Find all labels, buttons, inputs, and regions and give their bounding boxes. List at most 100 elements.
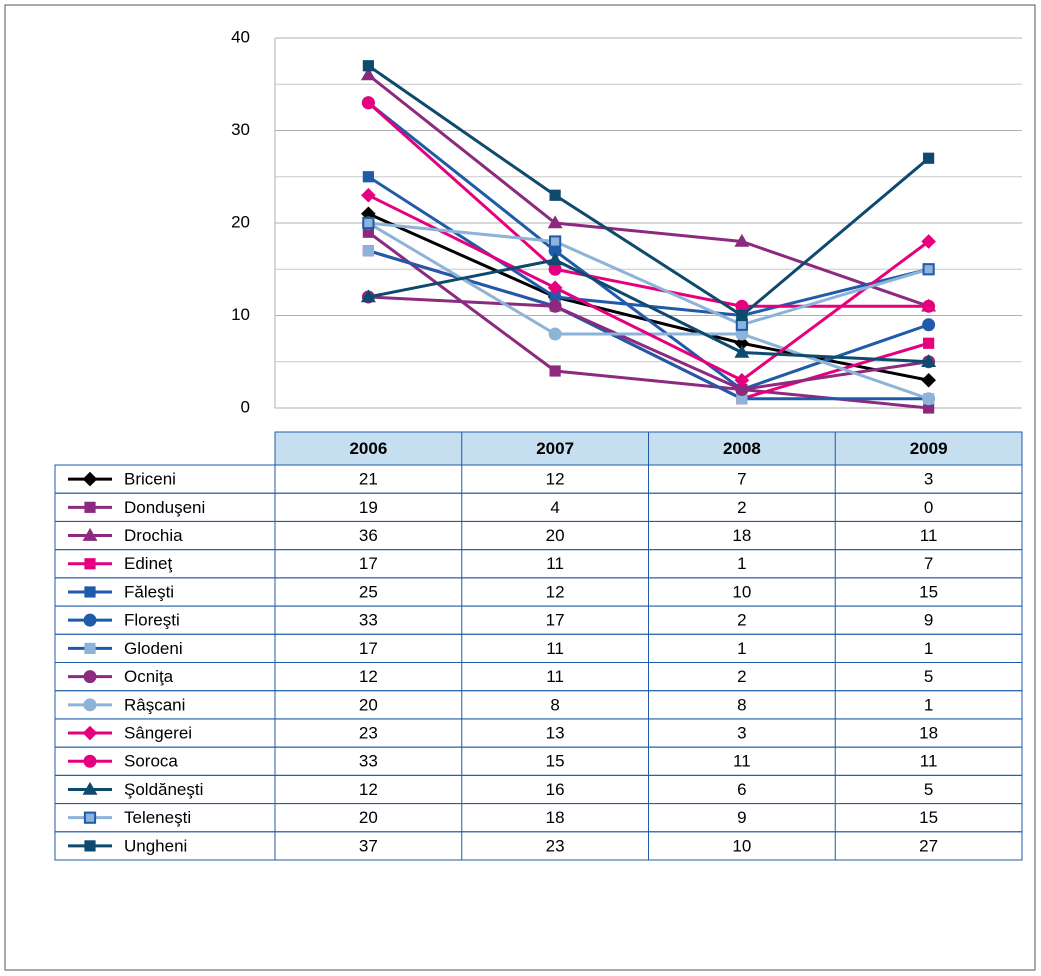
table-cell: 4	[550, 498, 559, 517]
marker	[549, 365, 561, 377]
marker	[83, 754, 97, 768]
table-cell: 3	[924, 470, 933, 489]
table-cell: 20	[359, 695, 378, 714]
legend-label: Edineţ	[124, 554, 172, 573]
table-cell: 2	[737, 611, 746, 630]
marker	[736, 309, 748, 322]
table-cell: 37	[359, 836, 378, 855]
marker	[360, 289, 376, 303]
table-cell: 19	[359, 498, 378, 517]
legend-label: Sângerei	[124, 724, 192, 743]
table-cell: 15	[919, 808, 938, 827]
table-cell: 13	[546, 724, 565, 743]
marker	[547, 215, 563, 229]
marker	[547, 252, 563, 266]
marker	[82, 781, 98, 795]
table-cell: 17	[359, 554, 378, 573]
marker	[549, 189, 561, 201]
table-cell: 1	[924, 695, 933, 714]
table-cell: 21	[359, 470, 378, 489]
legend-label: Floreşti	[124, 611, 180, 630]
y-tick-label: 40	[231, 27, 250, 46]
table-cell: 12	[359, 667, 378, 686]
table-cell: 25	[359, 582, 378, 601]
table-cell: 9	[737, 808, 746, 827]
marker	[923, 337, 935, 349]
table-cell: 8	[550, 695, 559, 714]
marker	[83, 698, 97, 712]
table-cell: 2	[737, 498, 746, 517]
table-cell: 1	[924, 639, 933, 658]
table-cell: 36	[359, 526, 378, 545]
marker	[922, 318, 936, 332]
legend-label: Ocniţa	[124, 667, 174, 686]
table-cell: 33	[359, 611, 378, 630]
marker	[82, 527, 98, 541]
marker	[734, 344, 750, 358]
table-cell: 6	[737, 780, 746, 799]
table-cell: 11	[546, 667, 564, 686]
series-line	[368, 221, 930, 327]
table-cell: 8	[737, 695, 746, 714]
table-cell: 20	[359, 808, 378, 827]
marker	[361, 187, 376, 203]
marker	[83, 613, 97, 627]
marker	[362, 171, 374, 183]
table-cell: 10	[732, 582, 751, 601]
marker	[921, 372, 936, 388]
marker	[84, 840, 96, 852]
legend-label: Glodeni	[124, 639, 183, 658]
legend-label: Drochia	[124, 526, 183, 545]
table-cell: 33	[359, 752, 378, 771]
y-tick-label: 0	[241, 397, 250, 416]
marker	[362, 216, 375, 230]
legend-label: Şoldăneşti	[124, 780, 203, 799]
table-cell: 1	[737, 554, 746, 573]
marker	[84, 558, 96, 570]
table-cell: 23	[546, 836, 565, 855]
marker	[734, 372, 750, 388]
table-cell: 27	[919, 836, 938, 855]
table-cell: 5	[924, 667, 933, 686]
legend-label: Briceni	[124, 470, 176, 489]
column-header: 2007	[536, 439, 574, 458]
marker	[360, 67, 376, 81]
marker	[83, 811, 97, 824]
y-tick-label: 20	[231, 212, 250, 231]
marker	[362, 245, 374, 257]
marker	[549, 235, 562, 248]
marker	[84, 586, 96, 598]
marker	[83, 670, 97, 684]
table-cell: 10	[732, 836, 751, 855]
table-cell: 11	[546, 639, 564, 658]
marker	[547, 280, 563, 296]
marker	[923, 152, 935, 164]
y-tick-label: 30	[231, 120, 250, 139]
table-cell: 12	[546, 582, 565, 601]
marker	[922, 263, 935, 276]
marker	[548, 327, 562, 341]
marker	[921, 354, 937, 368]
table-cell: 5	[924, 780, 933, 799]
table-cell: 2	[737, 667, 746, 686]
marker	[922, 392, 936, 406]
marker	[548, 299, 562, 313]
table-cell: 20	[546, 526, 565, 545]
table-cell: 18	[546, 808, 565, 827]
y-tick-label: 10	[231, 305, 250, 324]
column-header: 2009	[910, 439, 948, 458]
series-line	[367, 64, 930, 318]
table-cell: 7	[924, 554, 933, 573]
table-cell: 12	[546, 470, 565, 489]
table-cell: 16	[546, 780, 565, 799]
series-line	[367, 73, 930, 308]
table-cell: 23	[359, 724, 378, 743]
column-header: 2008	[723, 439, 761, 458]
marker	[922, 299, 936, 313]
legend-label: Teleneşti	[124, 808, 191, 827]
table-cell: 0	[924, 498, 933, 517]
marker	[735, 318, 748, 331]
marker	[84, 501, 96, 513]
table-cell: 7	[737, 470, 746, 489]
